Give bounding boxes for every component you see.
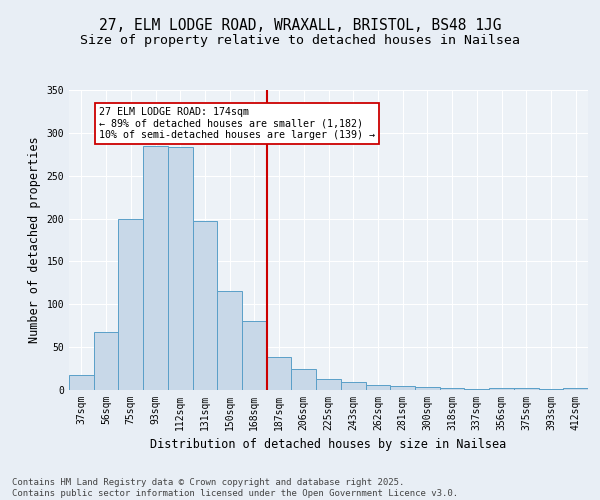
Bar [69,376,94,390]
Y-axis label: Number of detached properties: Number of detached properties [28,136,41,344]
Bar [292,370,316,390]
Bar [489,388,514,390]
Text: Contains HM Land Registry data © Crown copyright and database right 2025.
Contai: Contains HM Land Registry data © Crown c… [12,478,458,498]
Text: Size of property relative to detached houses in Nailsea: Size of property relative to detached ho… [80,34,520,47]
Bar [143,146,168,390]
Bar [365,385,390,390]
Bar [464,389,489,390]
Bar [118,218,143,390]
Text: 27, ELM LODGE ROAD, WRAXALL, BRISTOL, BS48 1JG: 27, ELM LODGE ROAD, WRAXALL, BRISTOL, BS… [99,18,501,32]
Text: 27 ELM LODGE ROAD: 174sqm
← 89% of detached houses are smaller (1,182)
10% of se: 27 ELM LODGE ROAD: 174sqm ← 89% of detac… [98,107,374,140]
Bar [267,358,292,390]
Bar [94,332,118,390]
Bar [539,389,563,390]
Bar [514,388,539,390]
X-axis label: Distribution of detached houses by size in Nailsea: Distribution of detached houses by size … [151,438,506,452]
Bar [242,322,267,390]
Bar [563,388,588,390]
Bar [168,148,193,390]
Bar [415,388,440,390]
Bar [440,388,464,390]
Bar [193,221,217,390]
Bar [217,292,242,390]
Bar [341,382,365,390]
Bar [316,379,341,390]
Bar [390,386,415,390]
